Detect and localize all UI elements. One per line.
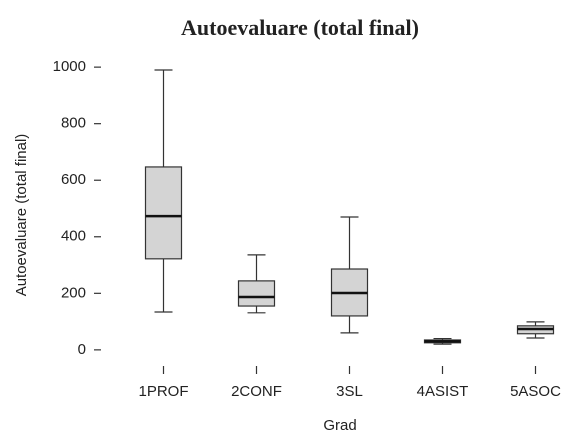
y-tick-label: 600 xyxy=(61,171,86,188)
y-tick-label: 200 xyxy=(61,284,86,301)
y-axis-label: Autoevaluare (total final) xyxy=(13,134,30,297)
box xyxy=(237,280,276,307)
chart-title: Autoevaluare (total final) xyxy=(181,15,419,40)
y-tick-label: 1000 xyxy=(53,58,86,75)
y-tick-label: 0 xyxy=(78,341,86,358)
x-axis-label: Grad xyxy=(323,417,356,434)
box xyxy=(144,166,183,260)
y-tick-label: 800 xyxy=(61,115,86,132)
y-tick-label: 400 xyxy=(61,228,86,245)
x-tick-label: 4ASIST xyxy=(417,383,469,400)
x-tick-label: 1PROF xyxy=(138,383,188,400)
x-tick-label: 5ASOC xyxy=(510,383,561,400)
x-tick-label: 3SL xyxy=(336,383,363,400)
x-tick-label: 2CONF xyxy=(231,383,282,400)
